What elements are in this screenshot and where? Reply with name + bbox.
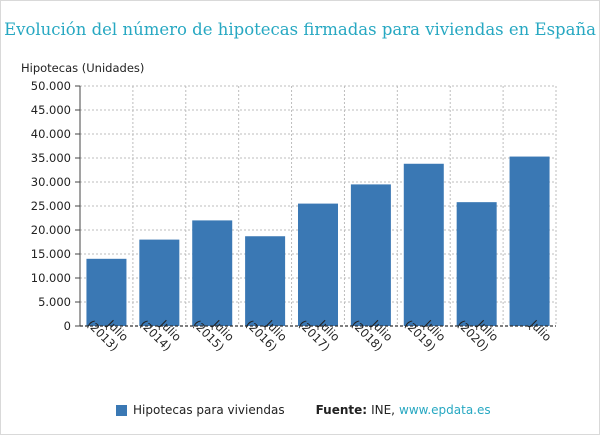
- legend-swatch: [116, 404, 127, 416]
- bar: [456, 202, 497, 326]
- legend: Hipotecas para viviendas Fuente: INE, ww…: [116, 403, 491, 417]
- bar: [509, 156, 550, 326]
- legend-series-label: Hipotecas para viviendas: [133, 403, 285, 417]
- y-axis-label: Hipotecas (Unidades): [21, 61, 145, 75]
- bar: [403, 163, 444, 326]
- bar: [86, 258, 127, 326]
- y-tick-label: 45.000: [31, 103, 71, 117]
- bar: [139, 239, 180, 326]
- y-tick-label: 0: [64, 319, 71, 333]
- y-tick-label: 15.000: [31, 247, 71, 261]
- y-tick-label: 20.000: [31, 223, 71, 237]
- y-tick-label: 30.000: [31, 175, 71, 189]
- y-tick-label: 35.000: [31, 151, 71, 165]
- source-value: INE,: [371, 403, 395, 417]
- bar: [192, 220, 233, 326]
- y-tick-label: 40.000: [31, 127, 71, 141]
- bar: [298, 203, 338, 326]
- source-link[interactable]: www.epdata.es: [399, 403, 491, 417]
- y-tick-label: 25.000: [31, 199, 71, 213]
- source-label: Fuente:: [315, 403, 368, 417]
- bar: [350, 184, 391, 326]
- y-tick-label: 50.000: [31, 79, 71, 93]
- chart-title: Evolución del número de hipotecas firmad…: [4, 20, 596, 39]
- y-tick-label: 5.000: [38, 295, 71, 309]
- bar: [245, 236, 286, 326]
- y-tick-label: 10.000: [31, 271, 71, 285]
